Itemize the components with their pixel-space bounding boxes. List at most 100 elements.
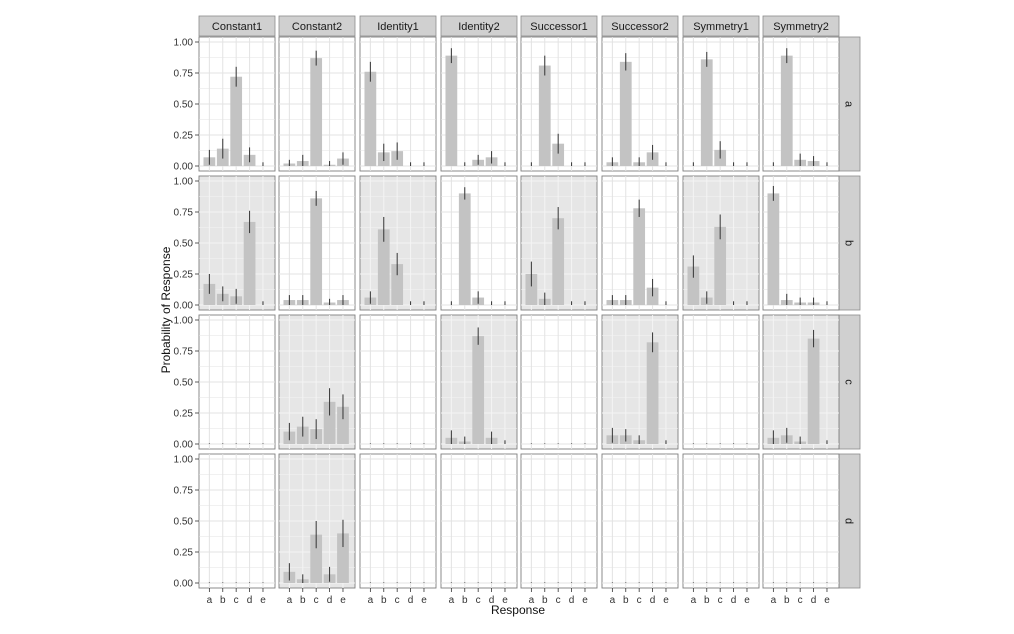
bar (323, 401, 336, 444)
facet-panel (359, 453, 437, 589)
row-strip-label: a (843, 101, 855, 108)
row-strip-label: b (843, 240, 855, 246)
y-tick-label: 0.00 (174, 162, 194, 173)
bar (700, 59, 713, 166)
facet-panel (762, 175, 840, 311)
x-tick-label: a (207, 595, 213, 606)
y-tick-label: 0.00 (174, 579, 194, 590)
facet-panel (278, 175, 356, 311)
column-strip: Symmetry1 (682, 15, 760, 37)
facet-panel (198, 175, 276, 311)
bar (203, 283, 216, 305)
column-strip-label: Symmetry2 (773, 21, 829, 33)
bar (714, 226, 727, 305)
strip-background (520, 15, 598, 37)
x-tick-label: e (744, 595, 750, 606)
x-tick-label: c (234, 595, 239, 606)
y-tick-label: 1.00 (174, 38, 194, 49)
column-strip: Constant2 (278, 15, 356, 37)
column-strip-label: Successor1 (530, 21, 587, 33)
facet-panel (359, 314, 437, 450)
x-tick-label: b (462, 595, 468, 606)
facet-panel (278, 314, 356, 450)
y-tick-label: 0.75 (174, 486, 194, 497)
x-tick-label: c (314, 595, 319, 606)
x-tick-label: e (663, 595, 669, 606)
facet-panel (198, 36, 276, 172)
x-tick-label: b (623, 595, 629, 606)
column-strip-label: Constant2 (292, 21, 342, 33)
x-tick-label: d (489, 595, 495, 606)
bar (243, 221, 256, 305)
panel-grid (683, 315, 759, 449)
strip-background (762, 15, 840, 37)
y-tick-label: 1.00 (174, 455, 194, 466)
y-tick-label: 0.50 (174, 517, 194, 528)
strip-background (682, 15, 760, 37)
strip-background (440, 15, 518, 37)
x-tick-label: c (556, 595, 561, 606)
bar (472, 336, 485, 444)
facet-panel (440, 175, 518, 311)
y-tick-label: 0.50 (174, 239, 194, 250)
bar (780, 55, 793, 166)
column-strip-label: Symmetry1 (693, 21, 749, 33)
strip-background (198, 15, 276, 37)
panel-grid (441, 454, 517, 588)
x-tick-label: a (449, 595, 455, 606)
facet-panel (682, 453, 760, 589)
x-tick-label: a (368, 595, 374, 606)
x-tick-label: b (542, 595, 548, 606)
column-strip: Symmetry2 (762, 15, 840, 37)
x-tick-label: c (798, 595, 803, 606)
panel-grid (360, 315, 436, 449)
facet-panel (682, 314, 760, 450)
facet-panel (762, 36, 840, 172)
x-tick-label: a (691, 595, 697, 606)
bar (310, 58, 323, 167)
facet-panel (198, 314, 276, 450)
bar (552, 218, 565, 305)
x-tick-label: b (300, 595, 306, 606)
panel-grid (521, 315, 597, 449)
x-tick-label: d (327, 595, 333, 606)
x-tick-label: a (771, 595, 777, 606)
panel-grid (602, 454, 678, 588)
y-tick-label: 0.00 (174, 440, 194, 451)
bar (445, 55, 458, 166)
strip-background (278, 15, 356, 37)
facet-panel (440, 453, 518, 589)
column-strip: Identity1 (359, 15, 437, 37)
y-tick-label: 0.75 (174, 69, 194, 80)
row-strip: b (838, 175, 861, 311)
bar (525, 274, 538, 305)
bar (552, 143, 565, 166)
column-strip: Successor1 (520, 15, 598, 37)
x-tick-label: e (421, 595, 427, 606)
y-axis: 0.00 0.25 0.50 0.75 1.00 (174, 316, 199, 451)
y-axis-title: Probability of Response (159, 246, 173, 373)
facet-panel (278, 36, 356, 172)
panel-grid (763, 454, 839, 588)
facet-panel (682, 36, 760, 172)
x-tick-label: c (718, 595, 723, 606)
column-strip: Successor2 (601, 15, 679, 37)
y-tick-label: 0.75 (174, 208, 194, 219)
facet-panel (520, 36, 598, 172)
facet-panel (601, 36, 679, 172)
column-strip-label: Constant1 (212, 21, 262, 33)
panel-grid (199, 454, 275, 588)
bar (364, 71, 377, 166)
panel-grid (521, 454, 597, 588)
facet-panel (359, 175, 437, 311)
facet-panel (278, 453, 356, 589)
x-tick-label: d (247, 595, 253, 606)
bar (646, 342, 659, 444)
x-tick-label: e (502, 595, 508, 606)
y-tick-label: 1.00 (174, 316, 194, 327)
